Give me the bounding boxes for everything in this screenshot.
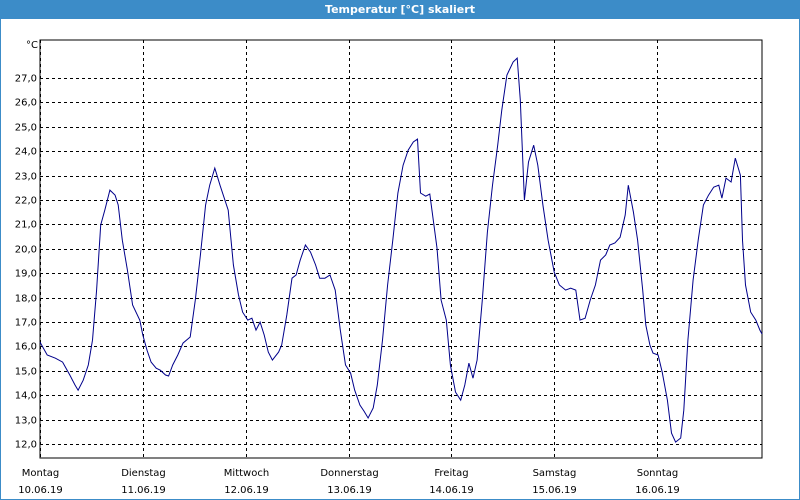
y-tick-label: 21,0: [15, 220, 37, 231]
x-tick-date: 13.06.19: [327, 485, 372, 496]
y-tick-label: 15,0: [15, 367, 37, 378]
x-tick-date: 10.06.19: [18, 485, 63, 496]
y-tick-label: 20,0: [15, 245, 37, 256]
y-tick-label: 22,0: [15, 196, 37, 207]
y-tick-label: 25,0: [15, 123, 37, 134]
y-tick-label: 23,0: [15, 172, 37, 183]
title-bar: [0, 0, 800, 19]
x-tick-date: 16.06.19: [635, 485, 680, 496]
y-tick-label: 12,0: [15, 440, 37, 451]
x-tick-date: 14.06.19: [429, 485, 474, 496]
y-tick-label: 17,0: [15, 318, 37, 329]
chart-title: Temperatur [°C] skaliert: [325, 3, 475, 16]
x-tick-date: 11.06.19: [121, 485, 166, 496]
temperature-line: [39, 57, 763, 443]
y-tick-label: 13,0: [15, 416, 37, 427]
x-tick-date: 12.06.19: [224, 485, 269, 496]
x-tick-label: Donnerstag: [320, 468, 378, 479]
x-tick-label: Dienstag: [121, 468, 166, 479]
y-tick-label: 18,0: [15, 294, 37, 305]
y-tick-label: 26,0: [15, 98, 37, 109]
x-tick-label: Freitag: [434, 468, 468, 479]
x-tick-label: Samstag: [533, 468, 577, 479]
x-tick-label: Sonntag: [637, 468, 679, 479]
x-tick-label: Mittwoch: [224, 468, 269, 479]
x-tick-label: Montag: [22, 468, 59, 479]
x-tick-date: 15.06.19: [532, 485, 577, 496]
y-tick-label: 14,0: [15, 391, 37, 402]
y-unit: °C: [26, 40, 38, 51]
y-tick-label: 19,0: [15, 269, 37, 280]
y-tick-label: 16,0: [15, 342, 37, 353]
y-tick-label: 24,0: [15, 147, 37, 158]
y-tick-label: 27,0: [15, 74, 37, 85]
